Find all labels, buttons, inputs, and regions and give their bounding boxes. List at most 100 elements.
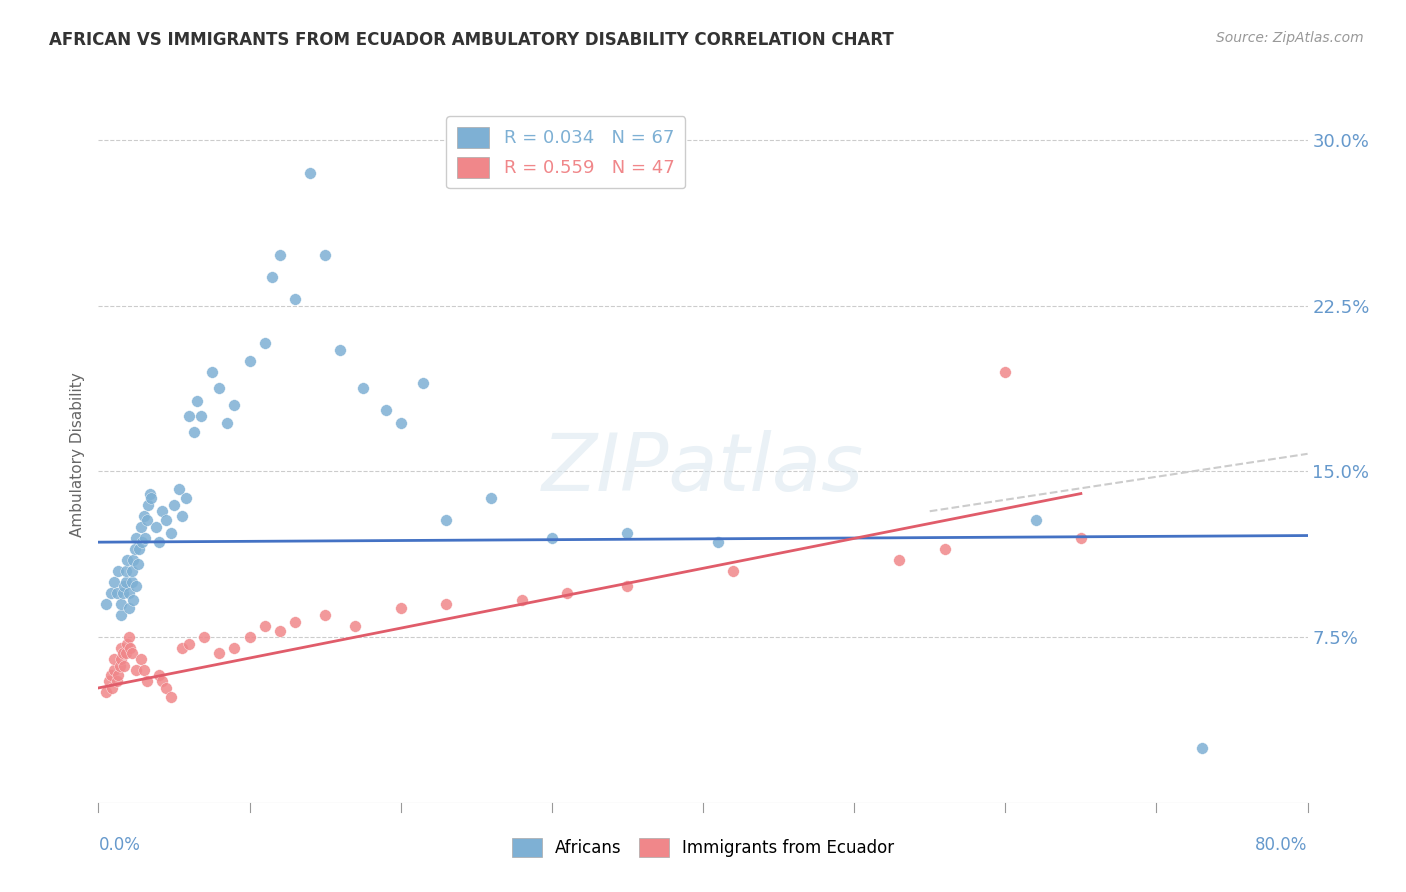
Point (352, 380, 374, 394)
Point (148, 667, 170, 681)
Point (103, 574, 125, 589)
Point (540, 531, 562, 545)
Point (103, 652, 125, 666)
Point (215, 416, 238, 430)
Point (114, 574, 136, 589)
Y-axis label: Ambulatory Disability: Ambulatory Disability (70, 373, 86, 537)
Point (112, 579, 135, 593)
Point (299, 166, 322, 180)
Point (107, 667, 129, 681)
Point (141, 491, 163, 505)
Point (239, 630, 262, 644)
Point (125, 663, 148, 677)
Point (224, 398, 246, 412)
Point (253, 336, 276, 351)
Point (121, 574, 143, 589)
Point (110, 641, 132, 656)
Point (110, 608, 132, 623)
Point (155, 513, 177, 527)
Point (1191, 740, 1213, 755)
Point (135, 513, 157, 527)
Point (239, 354, 262, 368)
Point (125, 531, 148, 545)
Point (148, 535, 170, 549)
Point (98, 674, 121, 689)
Point (115, 553, 138, 567)
Point (186, 393, 208, 408)
Point (124, 541, 146, 556)
Point (107, 564, 129, 578)
Point (555, 586, 578, 600)
Point (160, 526, 183, 541)
Point (344, 619, 367, 633)
Point (179, 409, 201, 424)
Point (208, 380, 231, 394)
Text: ZIPatlas: ZIPatlas (541, 430, 865, 508)
Point (170, 508, 193, 523)
Point (1024, 513, 1046, 527)
Point (110, 652, 132, 666)
Point (412, 376, 434, 391)
Point (125, 579, 148, 593)
Point (174, 491, 197, 505)
Point (120, 641, 142, 656)
Point (616, 579, 638, 593)
Point (121, 564, 143, 578)
Point (510, 592, 533, 607)
Text: 80.0%: 80.0% (1256, 836, 1308, 854)
Point (111, 646, 134, 660)
Point (135, 674, 157, 689)
Point (100, 586, 122, 600)
Point (201, 365, 224, 379)
Point (114, 646, 136, 660)
Point (1070, 531, 1092, 545)
Point (934, 541, 956, 556)
Text: Source: ZipAtlas.com: Source: ZipAtlas.com (1216, 31, 1364, 45)
Point (118, 586, 141, 600)
Point (183, 425, 205, 439)
Point (105, 586, 128, 600)
Point (314, 608, 336, 623)
Point (389, 601, 412, 615)
Point (132, 663, 155, 677)
Point (329, 343, 352, 357)
Point (269, 624, 291, 638)
Point (389, 416, 412, 430)
Point (131, 535, 153, 549)
Point (145, 519, 167, 533)
Point (150, 504, 173, 518)
Point (118, 601, 141, 615)
Point (284, 615, 307, 629)
Point (108, 658, 131, 673)
Point (224, 641, 246, 656)
Point (132, 508, 155, 523)
Point (262, 270, 284, 285)
Text: AFRICAN VS IMMIGRANTS FROM ECUADOR AMBULATORY DISABILITY CORRELATION CHART: AFRICAN VS IMMIGRANTS FROM ECUADOR AMBUL… (49, 31, 894, 49)
Point (889, 553, 911, 567)
Point (481, 491, 503, 505)
Point (127, 558, 149, 572)
Point (128, 541, 150, 556)
Point (121, 646, 143, 660)
Point (160, 690, 183, 704)
Point (707, 535, 730, 549)
Point (129, 652, 152, 666)
Point (134, 531, 156, 545)
Point (122, 592, 145, 607)
Point (167, 482, 190, 496)
Point (112, 658, 135, 673)
Point (374, 402, 396, 417)
Point (994, 365, 1017, 379)
Text: 0.0%: 0.0% (98, 836, 141, 854)
Point (193, 630, 215, 644)
Point (111, 586, 134, 600)
Point (136, 498, 159, 512)
Point (269, 248, 291, 262)
Point (616, 526, 638, 541)
Point (434, 597, 457, 611)
Point (139, 486, 162, 500)
Point (253, 619, 276, 633)
Point (94, 685, 117, 699)
Point (103, 663, 125, 677)
Point (179, 637, 201, 651)
